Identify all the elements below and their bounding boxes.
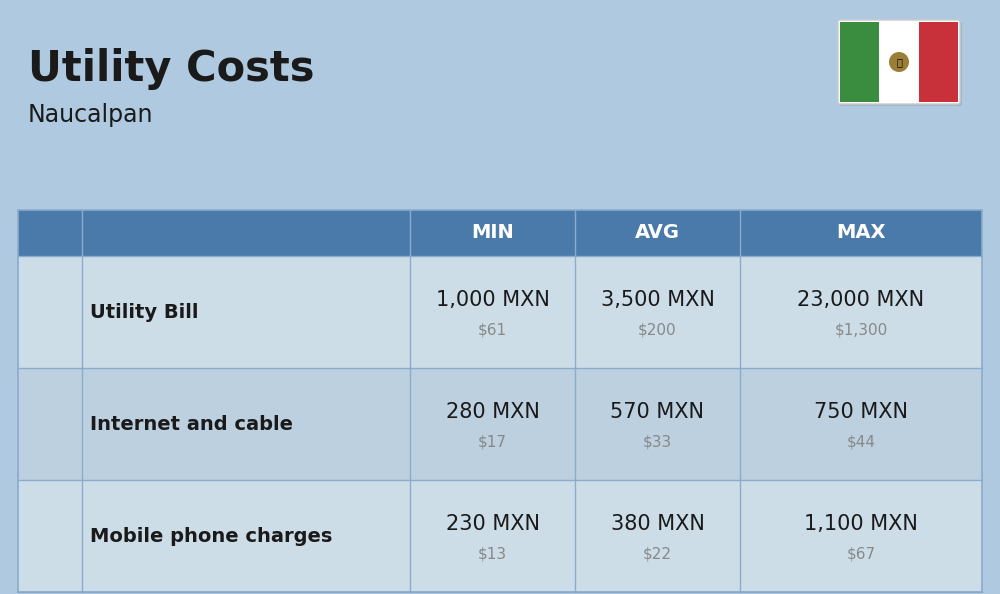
Text: 1,000 MXN: 1,000 MXN (436, 290, 549, 310)
FancyBboxPatch shape (840, 22, 962, 106)
Text: $17: $17 (478, 434, 507, 450)
Text: $13: $13 (478, 546, 507, 561)
Text: 280 MXN: 280 MXN (446, 402, 539, 422)
Text: $1,300: $1,300 (834, 323, 888, 337)
Text: MIN: MIN (471, 223, 514, 242)
Text: 3,500 MXN: 3,500 MXN (601, 290, 714, 310)
Bar (18, 210, 982, 256)
Bar (18, 368, 982, 480)
Text: $22: $22 (643, 546, 672, 561)
Text: 230 MXN: 230 MXN (446, 514, 540, 534)
FancyBboxPatch shape (838, 20, 960, 104)
Bar (18, 256, 982, 368)
Text: Utility Costs: Utility Costs (28, 48, 314, 90)
Bar (879, 22, 919, 102)
Text: 380 MXN: 380 MXN (611, 514, 704, 534)
Text: Naucalpan: Naucalpan (28, 103, 154, 127)
Text: 750 MXN: 750 MXN (814, 402, 908, 422)
Text: 1,100 MXN: 1,100 MXN (804, 514, 918, 534)
Text: MAX: MAX (836, 223, 886, 242)
Text: Internet and cable: Internet and cable (90, 415, 293, 434)
Bar (18, 480, 982, 592)
Bar (18, 210, 410, 256)
Text: $200: $200 (638, 323, 677, 337)
Text: $61: $61 (478, 323, 507, 337)
Text: Utility Bill: Utility Bill (90, 302, 198, 321)
Text: 23,000 MXN: 23,000 MXN (797, 290, 925, 310)
Text: $67: $67 (846, 546, 876, 561)
Circle shape (889, 52, 909, 72)
Text: $33: $33 (643, 434, 672, 450)
Text: AVG: AVG (635, 223, 680, 242)
Text: Mobile phone charges: Mobile phone charges (90, 526, 332, 545)
Bar (840, 22, 879, 102)
Text: 570 MXN: 570 MXN (610, 402, 704, 422)
Bar (919, 22, 958, 102)
Text: $44: $44 (846, 434, 876, 450)
Text: 🦅: 🦅 (896, 57, 902, 67)
